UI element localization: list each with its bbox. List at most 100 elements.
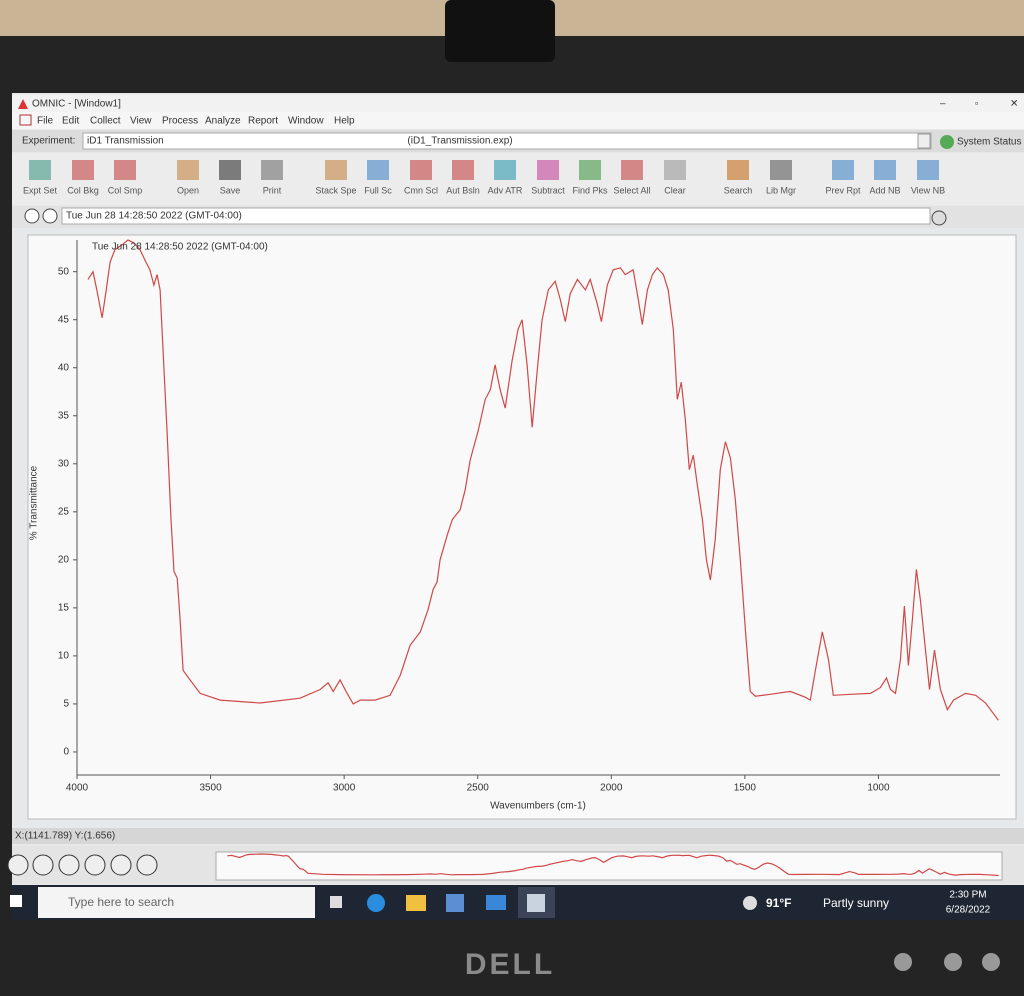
tool-icon[interactable] [261, 160, 283, 180]
info-button[interactable] [24, 208, 40, 224]
menu-bar [12, 112, 1024, 129]
tool-icon[interactable] [832, 160, 854, 180]
tool-icon[interactable] [177, 160, 199, 180]
weather: Partly sunny [823, 896, 889, 910]
tool-label: Add NB [869, 185, 900, 195]
tool-icon[interactable] [770, 160, 792, 180]
weather-icon [743, 896, 757, 910]
spectrum-annotation: Tue Jun 28 14:28:50 2022 (GMT-04:00) [92, 242, 268, 253]
tool-icon[interactable] [621, 160, 643, 180]
overview-pane[interactable] [215, 851, 1003, 881]
y-tick-label: 5 [63, 699, 69, 710]
task-view[interactable] [330, 896, 342, 908]
view-tool[interactable] [110, 854, 132, 876]
view-tool[interactable] [32, 854, 54, 876]
menu-item[interactable]: Collect [90, 116, 121, 127]
maximize[interactable]: ▫ [975, 99, 979, 110]
menu-item[interactable]: Report [248, 116, 278, 127]
x-tick-label: 1500 [734, 783, 757, 794]
tool-label: Col Bkg [67, 185, 99, 195]
y-tick-label: 40 [58, 362, 70, 373]
tool-label: Print [263, 185, 282, 195]
y-tick-label: 0 [63, 747, 69, 758]
tool-label: Open [177, 185, 199, 195]
experiment-file: (iD1_Transmission.exp) [407, 136, 512, 147]
y-tick-label: 20 [58, 554, 70, 565]
x-axis-label: Wavenumbers (cm-1) [490, 801, 586, 812]
tool-icon[interactable] [72, 160, 94, 180]
brand-logo: DELL [465, 948, 555, 981]
tool-icon[interactable] [917, 160, 939, 180]
spectrum-pane [27, 234, 1017, 820]
x-tick-label: 4000 [66, 783, 89, 794]
tool-label: Adv ATR [488, 185, 523, 195]
y-tick-label: 35 [58, 410, 70, 421]
info-button[interactable] [42, 208, 58, 224]
cursor-readout: X:(1141.789) Y:(1.656) [15, 831, 115, 842]
dropdown-button[interactable] [917, 133, 931, 149]
tool-icon[interactable] [219, 160, 241, 180]
tool-icon[interactable] [452, 160, 474, 180]
temperature: 91°F [766, 896, 791, 910]
tool-label: Clear [664, 185, 686, 195]
start-button[interactable] [10, 895, 22, 907]
tool-icon[interactable] [325, 160, 347, 180]
close[interactable]: ✕ [1010, 99, 1018, 110]
tool-icon[interactable] [367, 160, 389, 180]
tool-icon[interactable] [537, 160, 559, 180]
monitor-button[interactable] [894, 953, 912, 971]
system-status[interactable]: System Status [957, 137, 1021, 148]
tool-label: Col Smp [108, 185, 143, 195]
tool-icon[interactable] [29, 160, 51, 180]
tool-icon[interactable] [664, 160, 686, 180]
search-box[interactable] [38, 887, 315, 918]
tool-label: View NB [911, 185, 945, 195]
tool-icon[interactable] [874, 160, 896, 180]
info-text: Tue Jun 28 14:28:50 2022 (GMT-04:00) [66, 211, 242, 222]
menu-item[interactable]: Window [288, 116, 324, 127]
y-tick-label: 25 [58, 506, 70, 517]
spectrum-line [87, 239, 999, 721]
menu-item[interactable]: Help [334, 116, 355, 127]
minimize[interactable]: – [940, 99, 946, 110]
monitor-button[interactable] [982, 953, 1000, 971]
tool-icon[interactable] [410, 160, 432, 180]
x-tick-label: 3500 [199, 783, 222, 794]
view-tool[interactable] [84, 854, 106, 876]
menu-item[interactable]: View [130, 116, 152, 127]
info-dropdown[interactable] [931, 210, 947, 226]
tool-label: Lib Mgr [766, 185, 796, 195]
menu-item[interactable]: Analyze [205, 116, 241, 127]
tool-icon[interactable] [114, 160, 136, 180]
edge-icon[interactable] [367, 894, 385, 912]
tool-label: Aut Bsln [446, 185, 480, 195]
tool-label: Full Sc [364, 185, 392, 195]
view-tool[interactable] [136, 854, 158, 876]
monitor-button[interactable] [944, 953, 962, 971]
view-tool[interactable] [58, 854, 80, 876]
x-tick-label: 2500 [467, 783, 490, 794]
window-title: OMNIC - [Window1] [32, 99, 121, 110]
tool-icon[interactable] [727, 160, 749, 180]
y-tick-label: 45 [58, 314, 70, 325]
explorer-icon[interactable] [406, 895, 426, 911]
tool-label: Prev Rpt [825, 185, 861, 195]
y-tick-label: 10 [58, 651, 70, 662]
mail-icon[interactable] [486, 895, 506, 910]
view-tool[interactable] [7, 854, 29, 876]
tool-label: Cmn Scl [404, 185, 438, 195]
menu-item[interactable]: Process [162, 116, 198, 127]
menu-item[interactable]: Edit [62, 116, 79, 127]
status-bar [12, 828, 1024, 844]
toolbar [12, 153, 1024, 205]
menu-item[interactable]: File [37, 116, 54, 127]
tool-icon[interactable] [579, 160, 601, 180]
store-icon[interactable] [446, 894, 464, 912]
tool-label: Find Pks [572, 185, 608, 195]
y-tick-label: 50 [58, 266, 70, 277]
omnic-icon [527, 894, 545, 912]
x-tick-label: 3000 [333, 783, 356, 794]
tool-icon[interactable] [494, 160, 516, 180]
experiment-select[interactable] [82, 132, 932, 150]
status-icon [940, 135, 954, 149]
